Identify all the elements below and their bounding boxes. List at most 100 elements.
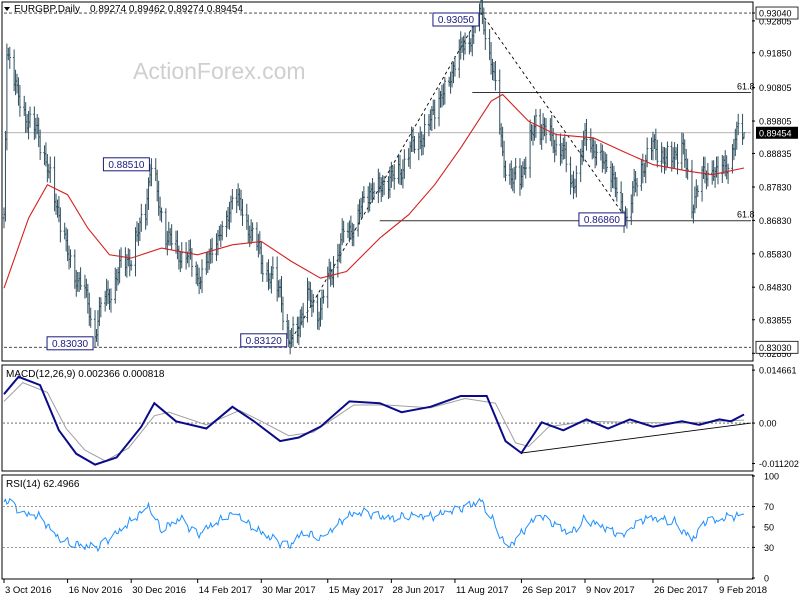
price-bar [251,222,254,242]
price-bar [362,186,366,203]
time-axis-label: 30 Mar 2017 [262,585,315,596]
price-bar [332,256,335,288]
price-bar [403,149,406,179]
price-bar [200,259,204,293]
price-callout-box [102,157,150,172]
price-bar [595,144,598,166]
time-axis-label: 28 Jun 2017 [392,585,444,596]
price-bar [281,296,285,331]
rsi-axis-label: 50 [764,523,774,533]
price-bar [423,114,426,148]
fib-level-label: 61.8 [737,210,755,220]
macd-axis: 0.014661 0.00 -0.011202 [752,366,799,469]
price-bar [524,156,527,179]
price-bar [69,249,72,268]
time-axis-label: 15 May 2017 [329,585,384,596]
price-callout-text: 0.86860 [584,215,621,226]
collapse-triangle-icon [4,7,10,11]
price-bar [231,188,234,210]
price-grid-lines: 61.8 61.8 [4,12,755,348]
price-callout: 0.86860 [578,212,626,227]
time-axis-label: 30 Dec 2016 [132,585,186,596]
dashed-trend-line [288,12,482,345]
price-callout-box [240,333,288,348]
price-bar [129,260,133,271]
price-callout: 0.83030 [46,336,94,351]
macd-layers [3,375,752,466]
price-bar [342,220,345,243]
price-bar [28,106,32,128]
rsi-layers [3,497,751,553]
sma-line [3,93,745,289]
price-bar [312,294,315,313]
price-bar [514,158,517,180]
price-bar [221,220,224,241]
level-price-text: 0.93040 [759,9,792,19]
level-price-text: 0.83030 [759,343,792,353]
price-callout-text: 0.93050 [438,15,475,26]
price-axis-label: 0.90805 [759,83,792,93]
price-bar [656,139,659,168]
price-bar [494,60,497,91]
price-bar [301,302,305,328]
macd-main-line [3,375,745,466]
price-axis-label: 0.85830 [759,249,792,259]
price-bar [393,164,396,190]
price-axis-label: 0.89805 [759,117,792,127]
current-price-box [756,126,798,139]
price-bar [8,46,11,69]
watermark: ActionForex.com [133,58,306,84]
price-bar [352,224,355,247]
price-bar [742,132,746,140]
price-axis-label: 0.84830 [759,283,792,293]
price-bar [737,113,740,136]
price-bar [49,156,52,183]
price-bar [372,182,376,200]
price-axis-label: 0.92805 [759,16,792,26]
price-bar [666,141,669,168]
price-bar [585,118,588,151]
macd-axis-label: -0.011202 [759,459,799,469]
price-bar [413,136,416,154]
price-axis-label: 0.87830 [759,183,792,193]
price-bar [241,198,244,226]
price-axis-label: 0.86830 [759,216,792,226]
time-axis-label: 26 Dec 2017 [654,585,708,596]
price-bar [190,248,194,277]
price-callout: 0.83120 [240,333,288,348]
macd-axis-label: 0.014661 [759,366,797,376]
price-bar [686,158,689,180]
macd-axis-label: 0.00 [759,419,777,429]
price-bar [575,165,578,198]
price-bar [534,109,538,138]
time-axis-label: 26 Sep 2017 [522,585,576,596]
macd-title: MACD(12,26,9) 0.002366 0.000818 [6,369,165,380]
price-header: EURGBP,Daily 0.89274 0.89462 0.89274 0.8… [4,4,243,15]
rsi-title: RSI(14) 62.4966 [6,479,80,490]
time-axis-label: 11 Aug 2017 [456,585,509,596]
price-trend-lines [288,12,628,345]
price-bars [2,0,746,355]
rsi-axis: 100 70 50 30 0 [752,472,779,584]
rsi-panel-frame [1,474,754,580]
price-bar [706,163,710,187]
price-bar [443,76,447,105]
price-bar [271,256,275,280]
price-bar [99,297,103,318]
price-bar [170,224,173,251]
macd-trend-line [521,422,752,454]
macd-signal-line [3,382,745,462]
rsi-line [3,497,745,553]
price-callout-text: 0.88510 [108,160,145,171]
price-bar [322,289,325,304]
price-bar [726,163,730,184]
price-callout-box [432,12,480,27]
time-axis-label: 3 Oct 2016 [5,585,51,596]
price-axis-label: 0.82850 [759,349,792,359]
rsi-axis-label: 100 [764,472,779,482]
price-bar [504,160,507,182]
price-bar [463,32,467,55]
price-callout-text: 0.83120 [246,336,283,347]
price-bar [291,316,295,347]
